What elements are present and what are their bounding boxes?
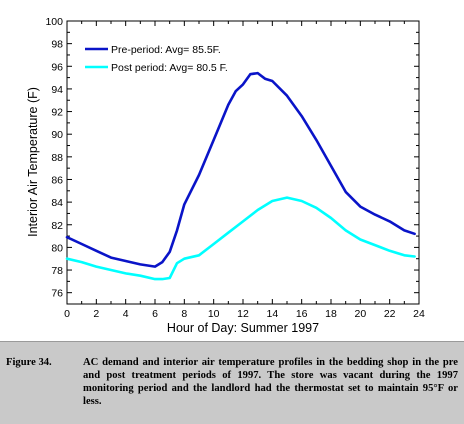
- y-tick-label: 80: [51, 242, 63, 254]
- caption-text: AC demand and interior air temperature p…: [83, 357, 458, 407]
- x-tick-label: 16: [296, 308, 308, 320]
- x-tick-label: 22: [384, 308, 396, 320]
- x-tick-label: 24: [413, 308, 425, 320]
- y-tick-label: 78: [51, 265, 63, 277]
- x-tick-label: 0: [64, 308, 70, 320]
- y-tick-label: 88: [51, 152, 63, 164]
- y-tick-label: 92: [51, 107, 63, 119]
- series-line-post-period: [65, 196, 416, 281]
- y-tick-label: 90: [51, 129, 63, 141]
- legend-label-pre-period: Pre-period: Avg= 85.5F.: [111, 44, 221, 56]
- x-tick-label: 8: [181, 308, 187, 320]
- y-tick-label: 100: [45, 16, 63, 28]
- x-tick-label: 4: [123, 308, 129, 320]
- y-tick-label: 76: [51, 288, 63, 300]
- y-tick-label: 86: [51, 174, 63, 186]
- y-tick-label: 94: [51, 84, 63, 96]
- x-axis-label: Hour of Day: Summer 1997: [167, 321, 319, 335]
- figure-caption: Figure 34. AC demand and interior air te…: [0, 341, 464, 424]
- y-tick-label: 82: [51, 220, 63, 232]
- x-tick-label: 18: [325, 308, 337, 320]
- x-tick-label: 10: [208, 308, 220, 320]
- x-tick-label: 20: [354, 308, 366, 320]
- y-tick-label: 96: [51, 61, 63, 73]
- y-tick-label: 98: [51, 39, 63, 51]
- x-tick-label: 12: [237, 308, 249, 320]
- x-tick-label: 14: [266, 308, 278, 320]
- x-tick-label: 6: [152, 308, 158, 320]
- y-axis: 76 78 80 82 84 86 88 90 92 94 96 98 100: [45, 16, 419, 305]
- y-axis-label: Interior Air Temperature (F): [26, 87, 40, 237]
- chart-panel: 76 78 80 82 84 86 88 90 92 94 96 98 100 0 2 4 6 8 10 12 14 1…: [26, 16, 425, 335]
- x-axis: 0 2 4 6 8 10 12 14 16 18 20 22 24: [64, 21, 425, 320]
- legend-label-post-period: Post period: Avg= 80.5 F.: [111, 62, 228, 74]
- series-line-pre-period: [65, 71, 416, 268]
- x-tick-label: 2: [93, 308, 99, 320]
- series-layer: [65, 71, 416, 281]
- y-tick-label: 84: [51, 197, 63, 209]
- legend: Pre-period: Avg= 85.5F. Post period: Avg…: [85, 44, 228, 74]
- caption-figure-number: Figure 34.: [6, 357, 52, 368]
